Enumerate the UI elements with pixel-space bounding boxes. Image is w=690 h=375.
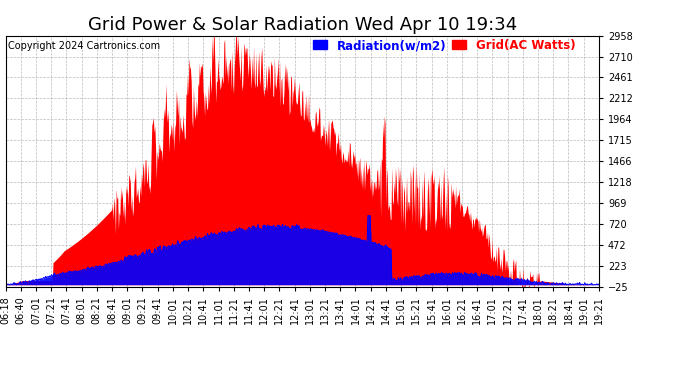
Text: Copyright 2024 Cartronics.com: Copyright 2024 Cartronics.com xyxy=(8,40,161,51)
Legend: Radiation(w/m2), Grid(AC Watts): Radiation(w/m2), Grid(AC Watts) xyxy=(313,39,575,52)
Title: Grid Power & Solar Radiation Wed Apr 10 19:34: Grid Power & Solar Radiation Wed Apr 10 … xyxy=(88,16,517,34)
